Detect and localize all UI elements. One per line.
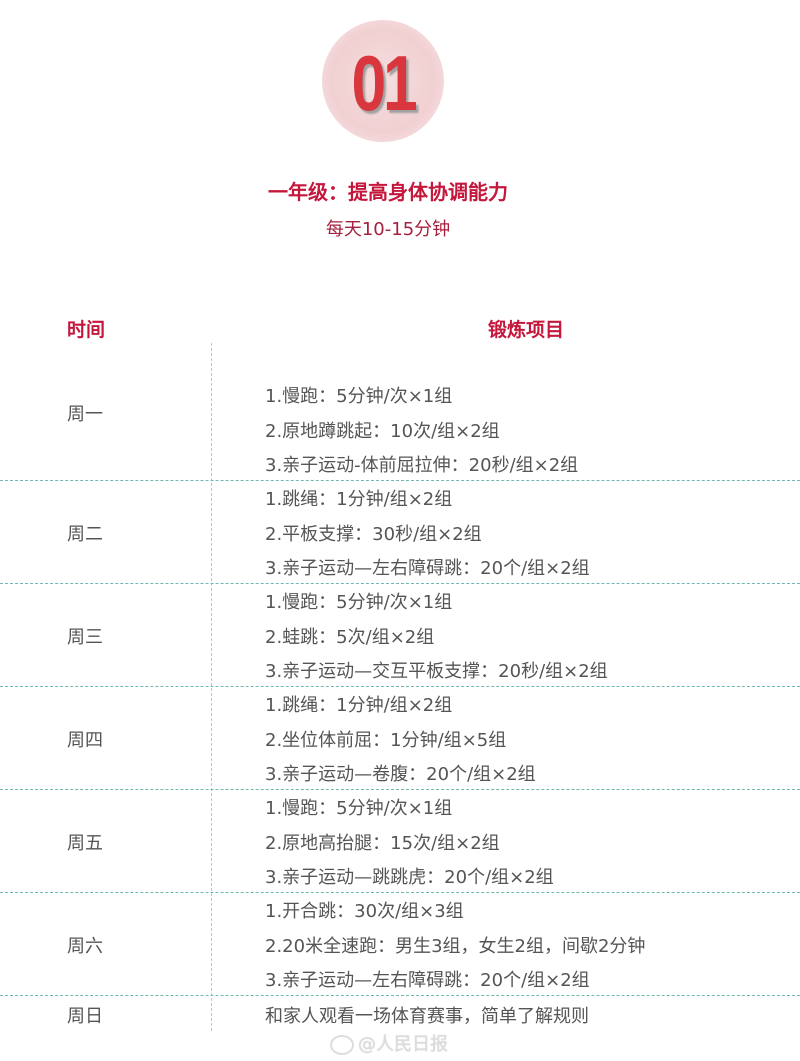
- exercise-item: 1.慢跑：5分钟/次×1组: [265, 386, 453, 407]
- day-label: 周四: [67, 729, 103, 751]
- exercise-item: 3.亲子运动-体前屈拉伸：20秒/组×2组: [265, 455, 579, 476]
- day-label: 周二: [67, 523, 103, 545]
- row-separator: [0, 480, 800, 481]
- day-label: 周三: [67, 626, 103, 648]
- exercise-item: 2.蛙跳：5次/组×2组: [265, 626, 435, 648]
- exercise-item: 1.慢跑：5分钟/次×1组: [265, 798, 453, 819]
- header-time: 时间: [67, 319, 106, 341]
- column-divider: [211, 343, 212, 1031]
- day-label: 周六: [67, 935, 103, 957]
- page-subtitle: 每天10-15分钟: [325, 219, 451, 240]
- exercise-item: 3.亲子运动—交互平板支撑：20秒/组×2组: [265, 661, 608, 682]
- row-separator: [0, 892, 800, 893]
- watermark-text: @人民日报: [358, 1034, 448, 1055]
- exercise-item: 3.亲子运动—跳跳虎：20个/组×2组: [265, 867, 554, 888]
- row-separator: [0, 583, 800, 584]
- day-label: 周五: [67, 832, 103, 854]
- exercise-item: 3.亲子运动—左右障碍跳：20个/组×2组: [265, 558, 590, 579]
- exercise-item: 2.平板支撑：30秒/组×2组: [265, 523, 482, 545]
- exercise-item: 2.原地高抬腿：15次/组×2组: [265, 832, 500, 854]
- badge-01: 01: [322, 20, 444, 142]
- badge-number: 01: [351, 39, 417, 127]
- row-separator: [0, 995, 800, 996]
- day-label: 周一: [67, 404, 103, 425]
- weibo-icon: [330, 1035, 354, 1055]
- exercise-item: 2.坐位体前屈：1分钟/组×5组: [265, 729, 507, 751]
- page-title: 一年级：提高身体协调能力: [268, 180, 508, 204]
- header-exercise: 锻炼项目: [488, 319, 565, 341]
- exercise-item: 1.跳绳：1分钟/组×2组: [265, 489, 453, 510]
- exercise-item: 2.原地蹲跳起：10次/组×2组: [265, 420, 500, 442]
- exercise-item: 1.慢跑：5分钟/次×1组: [265, 592, 453, 613]
- exercise-item: 2.20米全速跑：男生3组，女生2组，间歇2分钟: [265, 935, 646, 957]
- day-label: 周日: [67, 1005, 103, 1027]
- exercise-item: 3.亲子运动—卷腹：20个/组×2组: [265, 764, 536, 785]
- exercise-item: 和家人观看一场体育赛事，简单了解规则: [265, 1005, 589, 1027]
- row-separator: [0, 686, 800, 687]
- exercise-item: 1.开合跳：30次/组×3组: [265, 901, 464, 922]
- row-separator: [0, 789, 800, 790]
- exercise-item: 3.亲子运动—左右障碍跳：20个/组×2组: [265, 970, 590, 991]
- watermark: @人民日报: [330, 1030, 448, 1056]
- exercise-item: 1.跳绳：1分钟/组×2组: [265, 695, 453, 716]
